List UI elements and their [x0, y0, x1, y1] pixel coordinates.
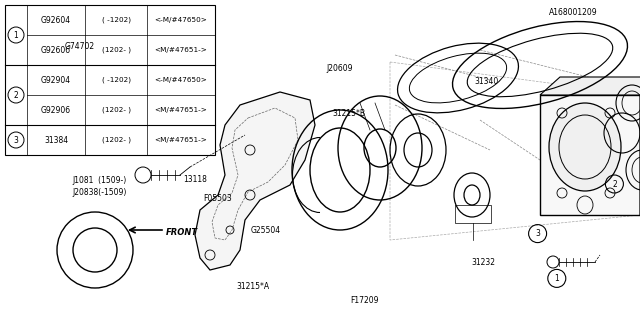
Bar	[5, 5, 215, 155]
Text: (1202- ): (1202- )	[102, 107, 131, 113]
Text: 13118: 13118	[183, 175, 207, 184]
Text: A168001209: A168001209	[548, 8, 597, 17]
FancyBboxPatch shape	[540, 95, 640, 215]
Ellipse shape	[549, 103, 621, 191]
Bar	[455, 205, 491, 223]
Text: <M/#47651->: <M/#47651->	[155, 137, 207, 143]
Text: 3: 3	[13, 135, 19, 145]
Polygon shape	[540, 77, 640, 95]
Text: G25504: G25504	[250, 226, 281, 235]
Text: ( -1202): ( -1202)	[102, 17, 131, 23]
Text: 31215*A: 31215*A	[236, 282, 269, 291]
Text: 2: 2	[612, 180, 617, 188]
Text: (1202- ): (1202- )	[102, 137, 131, 143]
Text: <M/#47651->: <M/#47651->	[155, 107, 207, 113]
Text: J1081  (1509-): J1081 (1509-)	[72, 176, 126, 185]
Text: G92906: G92906	[41, 106, 71, 115]
Text: 3: 3	[535, 229, 540, 238]
Text: G74702: G74702	[65, 42, 95, 51]
Text: 31232: 31232	[471, 258, 495, 267]
Text: <-M/#47650>: <-M/#47650>	[155, 77, 207, 83]
Text: G92606: G92606	[41, 45, 71, 54]
Text: FRONT: FRONT	[166, 228, 198, 236]
Text: 2: 2	[13, 91, 19, 100]
Text: G92904: G92904	[41, 76, 71, 84]
Text: G92604: G92604	[41, 15, 71, 25]
Text: <-M/#47650>: <-M/#47650>	[155, 17, 207, 23]
Text: F05503: F05503	[204, 194, 232, 203]
Text: 1: 1	[13, 30, 19, 39]
Text: 31215*B: 31215*B	[332, 109, 365, 118]
Text: F17209: F17209	[351, 296, 379, 305]
Text: 1: 1	[554, 274, 559, 283]
Text: 31340: 31340	[474, 77, 499, 86]
Text: J20838(-1509): J20838(-1509)	[72, 188, 126, 196]
Text: (1202- ): (1202- )	[102, 47, 131, 53]
Polygon shape	[195, 92, 315, 270]
Text: ( -1202): ( -1202)	[102, 77, 131, 83]
Text: 31384: 31384	[44, 135, 68, 145]
Text: J20609: J20609	[326, 64, 353, 73]
Text: <M/#47651->: <M/#47651->	[155, 47, 207, 53]
